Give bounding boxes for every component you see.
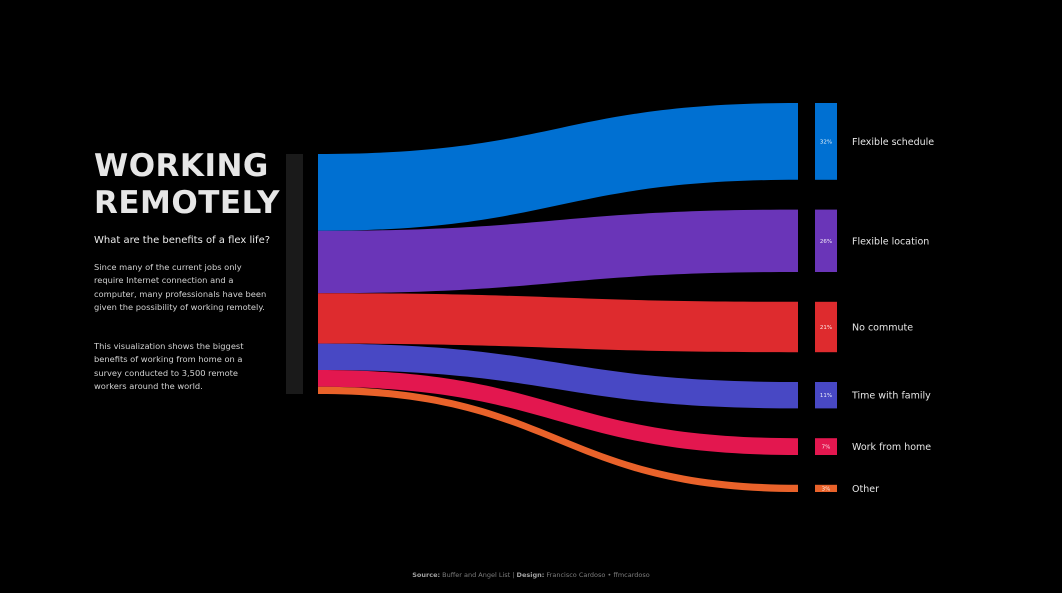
value-label-other: 3% xyxy=(822,486,831,492)
value-label-flexible-location: 26% xyxy=(820,239,832,245)
source-node-bar xyxy=(286,154,303,394)
subtitle: What are the benefits of a flex life? xyxy=(94,235,271,246)
flow-flexible-location xyxy=(318,209,798,294)
node-time-with-family xyxy=(815,382,837,409)
node-no-commute xyxy=(815,301,837,353)
flows-group xyxy=(318,103,798,492)
node-other xyxy=(815,484,837,492)
category-label-flexible-schedule: Flexible schedule xyxy=(852,137,934,148)
flow-no-commute xyxy=(318,293,798,353)
footer: Source: Buffer and Angel List | Design: … xyxy=(0,571,1062,580)
title-line-1: WORKING xyxy=(94,148,269,184)
category-label-flexible-location: Flexible location xyxy=(852,236,929,247)
description-paragraph-2: This visualization shows the biggest ben… xyxy=(94,341,244,392)
value-label-no-commute: 21% xyxy=(820,325,832,331)
source-label: Source: xyxy=(412,571,441,579)
category-label-other: Other xyxy=(852,484,879,495)
value-label-time-with-family: 11% xyxy=(820,393,832,399)
category-label-time-with-family: Time with family xyxy=(851,391,931,402)
design-value: Francisco Cardoso • ffmcardoso xyxy=(546,571,650,579)
node-flexible-schedule xyxy=(815,103,837,180)
value-label-flexible-schedule: 32% xyxy=(820,139,832,145)
value-label-work-from-home: 7% xyxy=(822,445,831,451)
page-title: WORKING REMOTELY xyxy=(94,148,284,222)
flow-flexible-schedule xyxy=(318,103,798,231)
title-line-2: REMOTELY xyxy=(94,185,280,221)
source-value: Buffer and Angel List xyxy=(442,571,511,579)
nodes-group: 32% Flexible schedule 26% Flexible location… xyxy=(815,103,934,495)
description-paragraph-1: Since many of the current jobs only requ… xyxy=(94,262,267,313)
design-label: Design: xyxy=(516,571,545,579)
flow-time-with-family xyxy=(318,343,798,409)
footer-separator: | xyxy=(512,571,515,579)
node-flexible-location xyxy=(815,209,837,272)
node-work-from-home xyxy=(815,438,837,455)
category-label-work-from-home: Work from home xyxy=(852,442,931,453)
flow-other xyxy=(318,386,798,492)
category-label-no-commute: No commute xyxy=(852,323,913,334)
flow-work-from-home xyxy=(318,370,798,455)
